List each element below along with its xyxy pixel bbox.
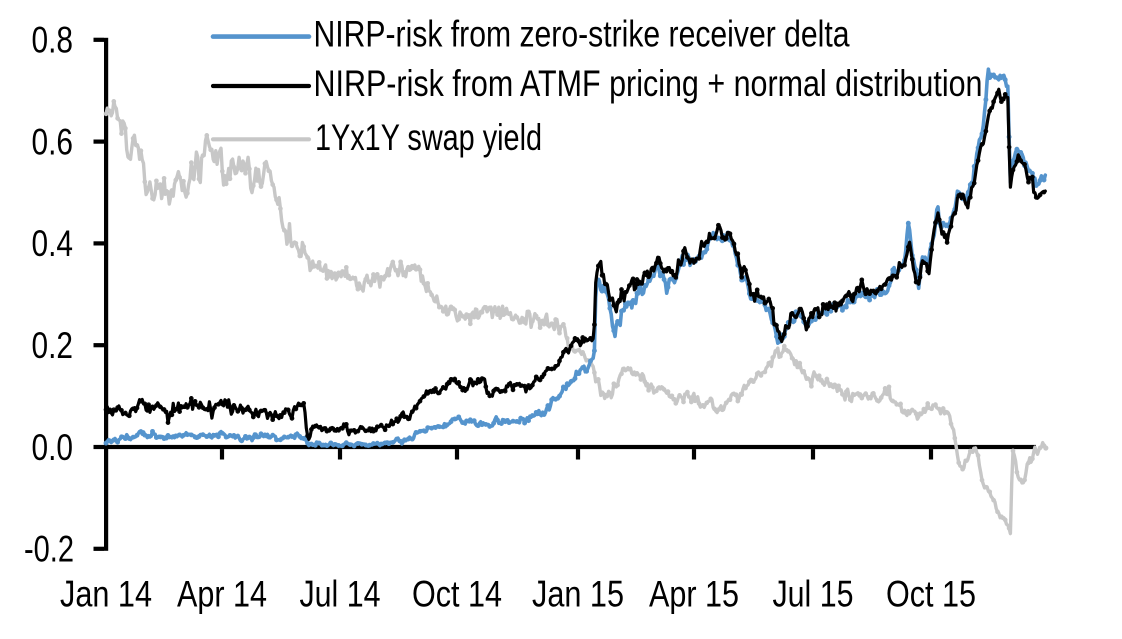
svg-text:0.0: 0.0: [32, 427, 74, 468]
svg-text:0.4: 0.4: [32, 223, 74, 264]
svg-text:1Yx1Y swap yield: 1Yx1Y swap yield: [315, 117, 542, 158]
svg-text:NIRP-risk from ATMF pricing +: NIRP-risk from ATMF pricing + normal dis…: [314, 63, 983, 104]
svg-text:Apr 15: Apr 15: [649, 574, 739, 615]
svg-text:Oct 15: Oct 15: [886, 574, 976, 615]
svg-text:NIRP-risk from zero-strike rec: NIRP-risk from zero-strike receiver delt…: [314, 14, 850, 55]
svg-text:Apr 14: Apr 14: [177, 574, 267, 615]
svg-text:Jan 14: Jan 14: [60, 574, 152, 615]
svg-text:-0.2: -0.2: [24, 529, 74, 570]
svg-text:0.8: 0.8: [32, 20, 74, 61]
svg-text:0.6: 0.6: [32, 121, 74, 162]
svg-text:Oct 14: Oct 14: [412, 574, 502, 615]
svg-text:Jul 15: Jul 15: [773, 574, 854, 615]
svg-text:Jul 14: Jul 14: [300, 574, 381, 615]
svg-text:0.2: 0.2: [32, 325, 74, 366]
svg-text:Jan 15: Jan 15: [532, 574, 624, 615]
